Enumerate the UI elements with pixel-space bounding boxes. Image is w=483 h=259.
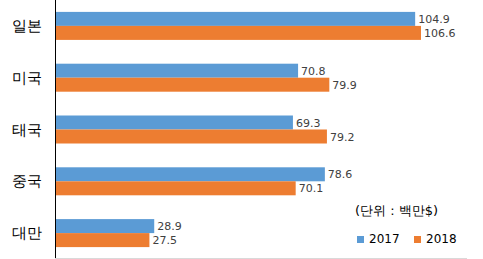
value-axis — [55, 258, 467, 259]
bar — [55, 233, 149, 247]
category-label: 미국 — [12, 69, 42, 87]
legend-label: 2018 — [426, 232, 457, 246]
category-label: 중국 — [12, 172, 42, 190]
data-label: 70.8 — [301, 65, 326, 78]
data-label: 78.6 — [328, 168, 353, 181]
annotation: (단위 : 백만$) — [355, 203, 438, 218]
bar — [55, 12, 415, 26]
bar — [55, 116, 293, 130]
data-label: 79.2 — [330, 131, 355, 144]
chart: 104.9 70.8 69.3 78.6 28.9 106.6 79.9 79.2 70.1 27… — [0, 0, 483, 259]
category-label: 대만 — [12, 224, 42, 242]
category-axis — [55, 0, 56, 259]
category-label: 일본 — [12, 17, 42, 35]
legend-label: 2017 — [369, 232, 400, 246]
data-label: 28.9 — [157, 220, 182, 233]
bar — [55, 78, 329, 92]
bar — [55, 130, 327, 144]
bar — [55, 64, 298, 78]
bar — [55, 167, 325, 181]
data-label: 104.9 — [418, 13, 450, 26]
data-label: 70.1 — [299, 182, 324, 195]
legend-swatch — [414, 236, 421, 243]
data-label: 106.6 — [424, 27, 456, 40]
legend-swatch — [357, 236, 364, 243]
data-label: 79.9 — [332, 79, 357, 92]
category-label: 태국 — [12, 121, 42, 139]
data-label: 69.3 — [296, 117, 321, 130]
data-label: 27.5 — [152, 234, 177, 247]
bar — [55, 181, 296, 195]
bar — [55, 26, 421, 40]
bar — [55, 219, 154, 233]
